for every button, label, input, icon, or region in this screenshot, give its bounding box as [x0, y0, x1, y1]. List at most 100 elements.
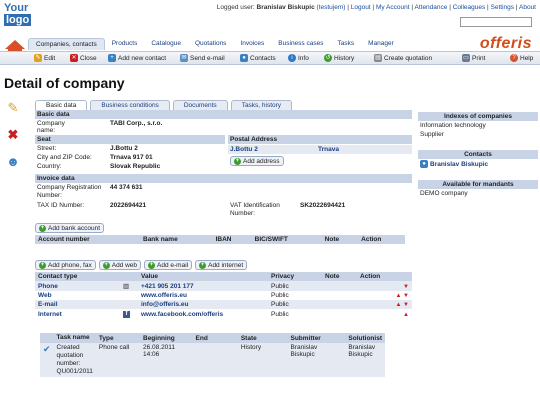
- logged-user-login[interactable]: (testujem): [316, 4, 346, 11]
- section-invoice-data: Invoice data: [35, 174, 412, 183]
- menu-invoices[interactable]: Invoices: [240, 40, 265, 47]
- tab-tasks-history[interactable]: Tasks, history: [230, 100, 293, 110]
- contacts-header-note: Note: [322, 272, 357, 281]
- colleagues-link[interactable]: Colleagues: [452, 4, 486, 11]
- contact-type: Internet: [38, 310, 62, 318]
- person-icon[interactable]: ☻: [6, 154, 20, 169]
- attendance-link[interactable]: Attendance: [414, 4, 448, 11]
- bank-header-bank: Bank name: [140, 235, 213, 244]
- bank-header-account: Account number: [35, 235, 140, 244]
- logo: Your logo: [4, 3, 34, 26]
- help-label: Help: [520, 54, 534, 62]
- contacts-label: Contacts: [250, 54, 276, 62]
- company-name-label: Company name:: [37, 120, 65, 134]
- plus-icon: +: [39, 224, 46, 232]
- contact-note: [322, 309, 357, 319]
- pencil-icon[interactable]: ✎: [7, 100, 19, 115]
- my-account-link[interactable]: My Account: [375, 4, 410, 11]
- detail-tabs: Basic data Business conditions Documents…: [35, 100, 293, 110]
- vat-id-label: VAT Identification Number:: [230, 202, 280, 217]
- menu-catalogue[interactable]: Catalogue: [151, 40, 181, 47]
- about-link[interactable]: About: [519, 4, 536, 11]
- contact-value[interactable]: +421 905 201 177: [138, 281, 268, 291]
- street-value: J.Bottu 2: [110, 145, 138, 152]
- side-icons: ✎ ✖ ☻: [5, 100, 23, 181]
- logo-line1: Your: [4, 2, 29, 14]
- table-row: E-mail info@offeris.eu Public ▲ ▼: [35, 300, 412, 309]
- tasks-header-end: End: [192, 333, 238, 343]
- person-add-icon: +: [108, 54, 116, 62]
- send-email-button[interactable]: ✉ Send e-mail: [180, 54, 225, 62]
- contact-value[interactable]: info@offeris.eu: [138, 300, 268, 309]
- menu-manager[interactable]: Manager: [368, 40, 394, 47]
- logout-link[interactable]: Logout: [350, 4, 371, 11]
- bank-header-bic: BIC/SWIFT: [251, 235, 322, 244]
- phone-icon: ▥: [120, 281, 138, 291]
- tab-business-conditions[interactable]: Business conditions: [90, 100, 170, 110]
- add-email-button[interactable]: + Add e-mail: [144, 260, 193, 270]
- move-down-icon[interactable]: ▼: [357, 281, 412, 291]
- email-icon: ✉: [180, 54, 188, 62]
- bank-header-iban: IBAN: [212, 235, 252, 244]
- delete-icon[interactable]: ✖: [7, 127, 19, 142]
- add-phone-button[interactable]: + Add phone, fax: [35, 260, 96, 270]
- search-input[interactable]: [460, 17, 532, 27]
- street-label: Street:: [37, 145, 57, 152]
- tasks-header-solutionist: Solutionist: [345, 333, 385, 343]
- move-arrows-icon[interactable]: ▲ ▼: [357, 300, 412, 309]
- menu-companies-contacts[interactable]: Companies, contacts: [28, 38, 105, 50]
- tax-id-value: 2022694421: [110, 202, 147, 209]
- contact-person[interactable]: ● Branislav Biskupic: [418, 159, 538, 169]
- tab-basic-data[interactable]: Basic data: [35, 100, 88, 110]
- person-icon: ●: [420, 160, 428, 168]
- add-address-label: Add address: [243, 157, 280, 165]
- task-type: Phone call: [95, 343, 140, 377]
- settings-link[interactable]: Settings: [490, 4, 515, 11]
- section-seat: Seat: [35, 135, 225, 144]
- add-new-contact-button[interactable]: + Add new contact: [108, 54, 166, 62]
- add-address-button[interactable]: + Add address: [230, 156, 284, 166]
- mandant-item: DEMO company: [420, 190, 468, 197]
- contact-type: E-mail: [35, 300, 120, 309]
- tab-documents[interactable]: Documents: [172, 100, 228, 110]
- contact-value[interactable]: www.facebook.com/offeris: [141, 310, 224, 318]
- tasks-header-check: [40, 333, 54, 343]
- contact-note: [322, 281, 357, 291]
- info-button[interactable]: i Info: [288, 54, 309, 62]
- contact-type: Web: [38, 292, 52, 299]
- contact-value[interactable]: www.offeris.eu: [141, 292, 187, 299]
- menu-tasks[interactable]: Tasks: [337, 40, 355, 47]
- move-arrows-icon[interactable]: ▲ ▼: [395, 293, 409, 299]
- history-button[interactable]: ↺ History: [324, 54, 354, 62]
- table-row[interactable]: ✔ Created quotation number: QU001/2011 P…: [40, 343, 385, 377]
- contacts-header-value: Value: [138, 272, 268, 281]
- menu-business-cases[interactable]: Business cases: [278, 40, 324, 47]
- move-up-icon[interactable]: ▲: [403, 311, 409, 318]
- index-item: Supplier: [420, 131, 444, 138]
- close-button[interactable]: ✕ Close: [70, 54, 97, 62]
- contacts-box: Contacts ● Branislav Biskupic: [418, 150, 538, 169]
- edit-button[interactable]: ✎ Edit: [34, 54, 55, 62]
- task-name[interactable]: Created quotation number: QU001/2011: [53, 343, 96, 377]
- bank-header-action: Action: [358, 235, 405, 244]
- add-internet-label: Add internet: [208, 261, 244, 269]
- add-web-button[interactable]: + Add web: [98, 260, 142, 270]
- task-solutionist: Branislav Biskupic: [345, 343, 385, 377]
- contacts-header-type: Contact type: [35, 272, 120, 281]
- create-quotation-button[interactable]: ▤ Create quotation: [374, 54, 432, 62]
- add-internet-button[interactable]: + Add internet: [195, 260, 248, 270]
- info-label: Info: [298, 54, 309, 62]
- menu-quotations[interactable]: Quotations: [195, 40, 227, 47]
- menu-products[interactable]: Products: [111, 40, 138, 47]
- pencil-icon: ✎: [34, 54, 42, 62]
- table-row: Internet f www.facebook.com/offeris Publ…: [35, 309, 412, 319]
- add-web-label: Add web: [111, 261, 138, 269]
- add-bank-account-button[interactable]: + Add bank account: [35, 223, 105, 233]
- bank-header-note: Note: [321, 235, 359, 244]
- help-button[interactable]: ? Help: [510, 54, 533, 62]
- contacts-button[interactable]: ● Contacts: [240, 54, 276, 62]
- indexes-title: Indexes of companies: [418, 112, 538, 121]
- index-item: Information technology: [420, 122, 486, 129]
- section-postal-address: Postal Address: [228, 135, 412, 144]
- print-button[interactable]: ▭ Print: [462, 54, 485, 62]
